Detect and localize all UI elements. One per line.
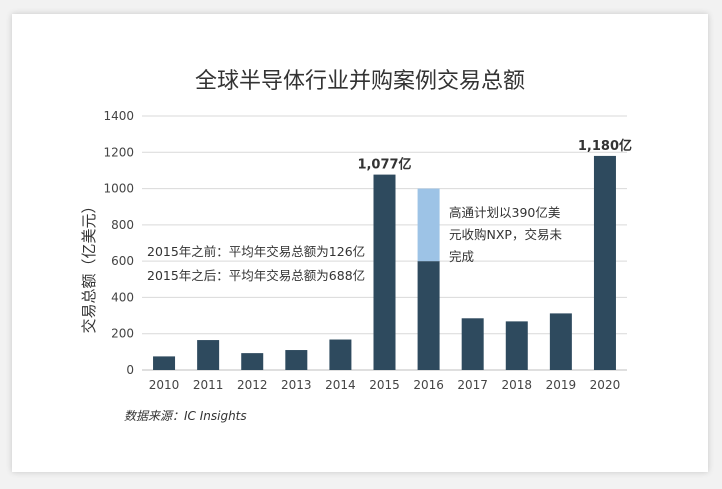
y-tick-label: 400 bbox=[111, 290, 134, 304]
source-note: 数据来源：IC Insights bbox=[124, 409, 247, 423]
bar-2016 bbox=[417, 261, 440, 370]
data-label-2015: 1,077亿 bbox=[357, 157, 411, 173]
bar-2012 bbox=[241, 353, 264, 370]
x-tick-label: 2016 bbox=[413, 378, 444, 392]
y-tick-label: 600 bbox=[111, 254, 134, 268]
y-tick-label: 200 bbox=[111, 327, 134, 341]
y-tick-label: 1000 bbox=[103, 182, 134, 196]
bar-2017 bbox=[461, 318, 484, 370]
bar-2010 bbox=[153, 356, 176, 370]
annotation-after-2015: 2015年之后：平均年交易总额为688亿 bbox=[147, 268, 365, 283]
x-tick-label: 2013 bbox=[281, 378, 312, 392]
x-tick-label: 2019 bbox=[546, 378, 577, 392]
x-tick-label: 2017 bbox=[457, 378, 488, 392]
bar-2013 bbox=[285, 350, 308, 370]
x-tick-label: 2014 bbox=[325, 378, 356, 392]
chart-svg: 全球半导体行业并购案例交易总额 交易总额（亿美元） 2015年之前：平均年交易总… bbox=[80, 69, 632, 423]
x-tick-label: 2012 bbox=[237, 378, 268, 392]
annotation-nxp-line-1: 高通计划以390亿美 bbox=[449, 205, 560, 220]
y-axis-label: 交易总额（亿美元） bbox=[80, 198, 98, 333]
x-tick-label: 2020 bbox=[590, 378, 621, 392]
bar-stack-2016 bbox=[417, 188, 440, 262]
annotation-before-2015: 2015年之前：平均年交易总额为126亿 bbox=[147, 244, 365, 259]
y-tick-label: 0 bbox=[126, 363, 134, 377]
annotation-nxp-line-3: 完成 bbox=[449, 249, 474, 264]
bar-2014 bbox=[329, 339, 352, 370]
x-tick-label: 2011 bbox=[193, 378, 224, 392]
annotation-nxp-line-2: 元收购NXP，交易未 bbox=[449, 227, 562, 242]
y-tick-label: 800 bbox=[111, 218, 134, 232]
chart-card: 全球半导体行业并购案例交易总额 交易总额（亿美元） 2015年之前：平均年交易总… bbox=[12, 14, 708, 472]
bar-2019 bbox=[549, 313, 572, 370]
x-tick-label: 2018 bbox=[501, 378, 532, 392]
x-tick-label: 2010 bbox=[149, 378, 180, 392]
chart-title: 全球半导体行业并购案例交易总额 bbox=[195, 69, 525, 94]
x-tick-label: 2015 bbox=[369, 378, 400, 392]
bar-2011 bbox=[197, 340, 220, 370]
bar-2018 bbox=[505, 321, 528, 370]
bar-2020 bbox=[593, 155, 616, 370]
data-label-2020: 1,180亿 bbox=[578, 138, 632, 154]
bar-2015 bbox=[373, 174, 396, 370]
y-tick-label: 1200 bbox=[103, 145, 134, 159]
y-tick-label: 1400 bbox=[103, 109, 134, 123]
